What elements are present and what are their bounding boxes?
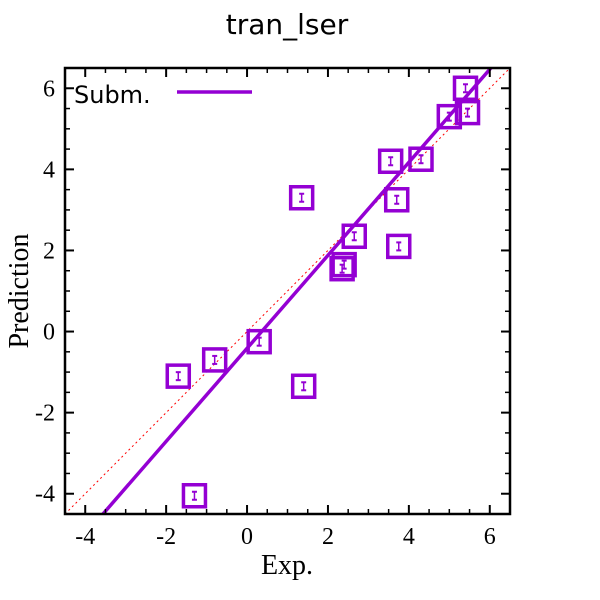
y-tick-label: 6 (43, 76, 55, 102)
identity-line (65, 68, 510, 514)
point-marker (329, 255, 355, 282)
x-axis-label: Exp. (261, 550, 313, 581)
data-point (246, 328, 272, 355)
point-marker (386, 233, 412, 260)
point-marker (201, 347, 228, 373)
point-marker (288, 184, 315, 211)
data-point (386, 233, 412, 260)
data-point (181, 483, 208, 509)
data-point (436, 103, 463, 130)
legend-label: Subm. (74, 81, 151, 109)
y-axis-label: Prediction (4, 233, 35, 348)
data-point (165, 363, 192, 389)
data-point (452, 75, 479, 102)
fit-line (100, 68, 494, 514)
point-marker (436, 103, 463, 130)
point-marker (246, 328, 272, 355)
point-marker (408, 146, 434, 172)
ticks-layer: -4 -2 0 2 4 6 -4 -2 0 2 4 6 (35, 67, 511, 550)
point-marker (383, 187, 410, 213)
x-tick-label: -4 (75, 524, 95, 550)
point-marker (331, 251, 357, 278)
y-tick-label: 0 (43, 320, 55, 346)
data-point (454, 99, 481, 126)
point-marker (165, 363, 192, 389)
x-tick-label: 2 (322, 524, 334, 550)
identity-line-layer (65, 68, 510, 514)
x-tick-label: 0 (241, 524, 253, 550)
chart-title: tran_lser (226, 8, 349, 41)
data-point (377, 148, 404, 175)
data-point (341, 223, 367, 250)
x-tick-label: 6 (484, 524, 496, 550)
y-tick-label: -4 (35, 482, 55, 508)
point-marker (377, 148, 404, 175)
legend: Subm. (74, 81, 252, 109)
point-marker (452, 75, 479, 102)
points-layer (165, 75, 481, 509)
point-marker (290, 373, 317, 400)
x-tick-label: 4 (403, 524, 415, 550)
y-tick-label: 2 (43, 238, 55, 264)
y-tick-label: -2 (35, 401, 55, 427)
x-tick-label: -2 (156, 524, 176, 550)
data-point (288, 184, 315, 211)
point-marker (454, 99, 481, 126)
point-marker (181, 483, 208, 509)
data-point (408, 146, 434, 172)
data-point (383, 187, 410, 213)
data-point (201, 347, 228, 373)
data-point (290, 373, 317, 400)
fit-line-layer (100, 68, 494, 514)
data-point (329, 255, 355, 282)
point-marker (341, 223, 367, 250)
y-tick-label: 4 (43, 157, 55, 183)
